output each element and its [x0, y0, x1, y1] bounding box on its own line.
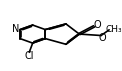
Text: Cl: Cl: [25, 51, 34, 61]
Text: O: O: [98, 33, 106, 43]
Text: N: N: [12, 24, 20, 34]
Text: CH₃: CH₃: [105, 25, 122, 34]
Text: O: O: [93, 20, 101, 30]
